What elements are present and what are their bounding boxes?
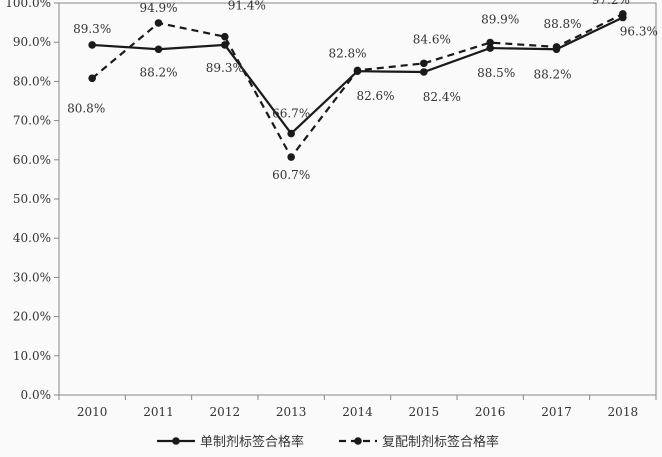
legend-item-single: 单制剂标签合格率 bbox=[157, 434, 304, 450]
data-point bbox=[154, 45, 163, 54]
data-point bbox=[420, 68, 428, 76]
y-axis: 0.0% 10.0% 20.0% 30.0% 40.0% 50.0% 60.0% 70.0% 8… bbox=[5, 0, 59, 402]
x-tick-label: 2018 bbox=[608, 405, 639, 419]
data-label: 80.8% bbox=[67, 101, 105, 115]
data-point bbox=[486, 38, 494, 47]
legend-label-compound: 复配制剂标签合格率 bbox=[382, 434, 499, 450]
x-tick-label: 2010 bbox=[77, 405, 108, 419]
data-label: 97.2% bbox=[592, 0, 630, 7]
legend-label-single: 单制剂标签合格率 bbox=[200, 434, 304, 450]
data-label: 96.3% bbox=[620, 25, 658, 39]
legend-item-compound: 复配制剂标签合格率 bbox=[339, 434, 499, 450]
x-tick-label: 2013 bbox=[276, 405, 307, 419]
y-tick-label: 10.0% bbox=[13, 349, 51, 363]
x-tick-label: 2015 bbox=[409, 405, 440, 419]
data-point bbox=[619, 10, 627, 18]
series-layer bbox=[88, 10, 627, 161]
y-tick-label: 100.0% bbox=[5, 0, 51, 10]
data-point bbox=[221, 32, 229, 41]
x-tick-label: 2014 bbox=[342, 405, 373, 419]
data-point bbox=[221, 41, 229, 49]
data-label: 84.6% bbox=[413, 32, 451, 46]
data-point bbox=[486, 44, 494, 52]
legend-marker-compound bbox=[354, 437, 362, 445]
data-point bbox=[420, 59, 428, 68]
plot-area bbox=[58, 2, 657, 396]
y-tick-label: 80.0% bbox=[13, 74, 51, 88]
data-label: 89.9% bbox=[481, 13, 519, 27]
data-point bbox=[552, 43, 561, 51]
data-label: 88.8% bbox=[543, 17, 581, 31]
x-tick-label: 2012 bbox=[210, 405, 241, 419]
data-label: 91.4% bbox=[228, 0, 266, 13]
data-label: 82.8% bbox=[328, 46, 366, 60]
y-tick-label: 50.0% bbox=[13, 192, 51, 206]
data-point bbox=[287, 129, 295, 138]
y-tick-label: 0.0% bbox=[21, 388, 52, 402]
y-tick-label: 70.0% bbox=[13, 114, 51, 128]
data-point bbox=[88, 41, 96, 49]
data-label: 82.4% bbox=[423, 90, 461, 104]
data-point bbox=[287, 153, 295, 161]
data-label: 88.2% bbox=[139, 65, 177, 79]
data-label: 88.2% bbox=[533, 67, 571, 81]
data-label: 88.5% bbox=[477, 66, 515, 80]
data-point bbox=[353, 66, 362, 75]
y-tick-label: 40.0% bbox=[13, 231, 51, 245]
legend-marker-single bbox=[172, 437, 180, 445]
x-axis: 2010 2011 2012 2013 2014 2015 2016 2017 2018 bbox=[58, 395, 657, 419]
data-label: 89.3% bbox=[206, 61, 244, 75]
x-tick-label: 2011 bbox=[143, 405, 174, 419]
data-label: 82.6% bbox=[356, 89, 394, 103]
legend: 单制剂标签合格率 复配制剂标签合格率 bbox=[157, 434, 499, 450]
data-label: 94.9% bbox=[139, 1, 177, 15]
data-point bbox=[88, 74, 96, 83]
y-tick-label: 60.0% bbox=[13, 153, 51, 167]
data-label: 89.3% bbox=[73, 22, 111, 36]
x-tick-label: 2016 bbox=[475, 405, 506, 419]
data-labels: 89.3% 88.2% 89.3% 66.7% 82.6% 82.4% 88.5% 88.2%… bbox=[67, 0, 658, 182]
data-label: 66.7% bbox=[272, 107, 310, 121]
data-point bbox=[154, 19, 163, 27]
x-tick-label: 2017 bbox=[541, 405, 572, 419]
y-tick-label: 20.0% bbox=[13, 310, 51, 324]
y-tick-label: 30.0% bbox=[13, 270, 51, 284]
data-label: 60.7% bbox=[272, 168, 310, 182]
y-tick-label: 90.0% bbox=[13, 35, 51, 49]
